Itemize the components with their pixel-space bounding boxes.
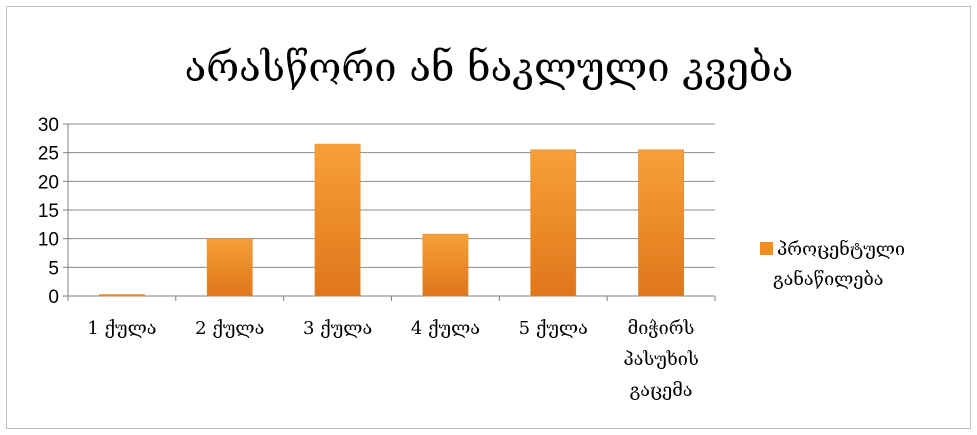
y-tick-label: 20 [38,172,59,193]
legend-swatch [760,242,773,255]
category-label: 1 ქულა [87,318,156,339]
category-label: მიჭირს პასუხის გაცემა [623,318,698,401]
bars [99,143,684,297]
y-axis-ticks: 0 5 10 15 20 25 30 [38,115,68,308]
category-label: 2 ქულა [195,318,264,339]
bar [206,238,253,297]
bar [530,149,577,297]
bar [422,233,469,297]
legend-label: პროცენტული განაწილება [773,238,905,290]
legend: პროცენტული განაწილება [760,238,905,290]
x-axis-categories: 1 ქულა 2 ქულა 3 ქულა 4 ქულა 5 ქულა მიჭირს პასუ… [67,296,716,401]
y-tick-label: 30 [38,115,59,136]
bar [314,143,361,297]
bar [638,149,684,297]
category-label: 4 ქულა [411,318,480,339]
gridlines [67,123,715,297]
category-label: 5 ქულა [519,318,588,339]
bar-chart: არასწორი ან ნაკლული კვება 0 5 10 15 20 25 30 1… [38,45,905,401]
y-tick-label: 10 [38,230,59,251]
chart-title: არასწორი ან ნაკლული კვება [185,45,794,91]
y-tick-label: 25 [38,144,59,165]
chart-frame: არასწორი ან ნაკლული კვება 0 5 10 15 20 25 30 1… [6,6,971,429]
y-tick-label: 5 [48,258,59,279]
y-tick-label: 15 [38,201,59,222]
y-tick-label: 0 [48,287,59,308]
category-label: 3 ქულა [303,318,372,339]
bar [99,294,145,297]
